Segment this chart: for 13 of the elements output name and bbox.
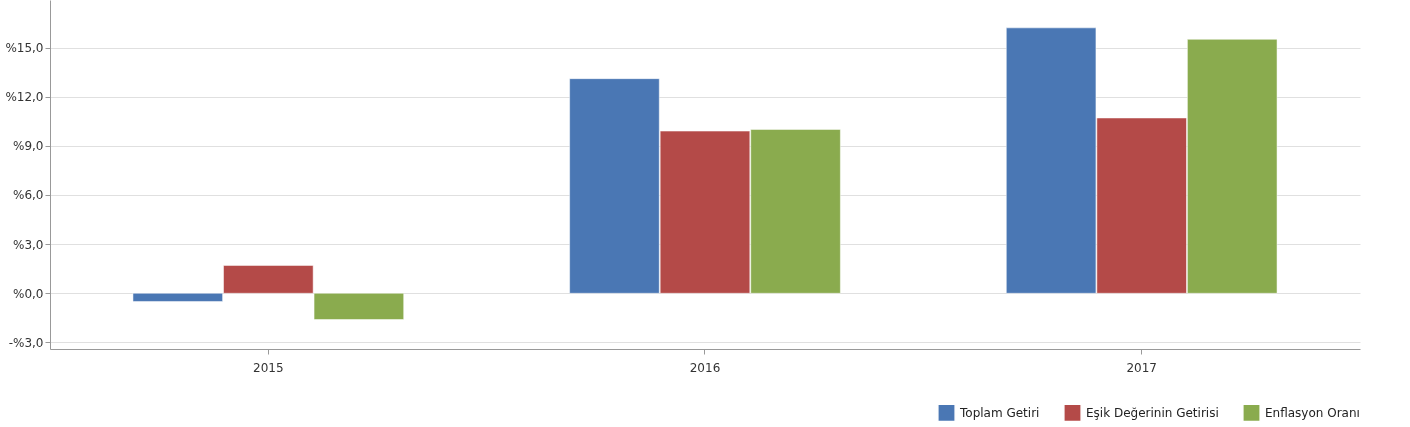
x-tick-label: 2016 (689, 360, 721, 375)
x-tick-label: 2017 (1126, 360, 1157, 375)
y-tick-label: %0,0 (13, 286, 44, 301)
legend-label: Enflasyon Oranı (1265, 405, 1360, 420)
y-tick-label: %9,0 (13, 139, 44, 154)
y-tick-label: -%3,0 (8, 335, 44, 350)
y-tick-label: %6,0 (13, 188, 44, 203)
legend-label: Eşik Değerinin Getirisi (1086, 405, 1219, 420)
y-tick-label: %3,0 (13, 237, 44, 252)
legend-label: Toplam Getiri (959, 405, 1040, 420)
y-tick-label: %15,0 (5, 41, 44, 56)
y-tick-label: %12,0 (5, 90, 44, 105)
x-tick-label: 2015 (253, 360, 284, 375)
